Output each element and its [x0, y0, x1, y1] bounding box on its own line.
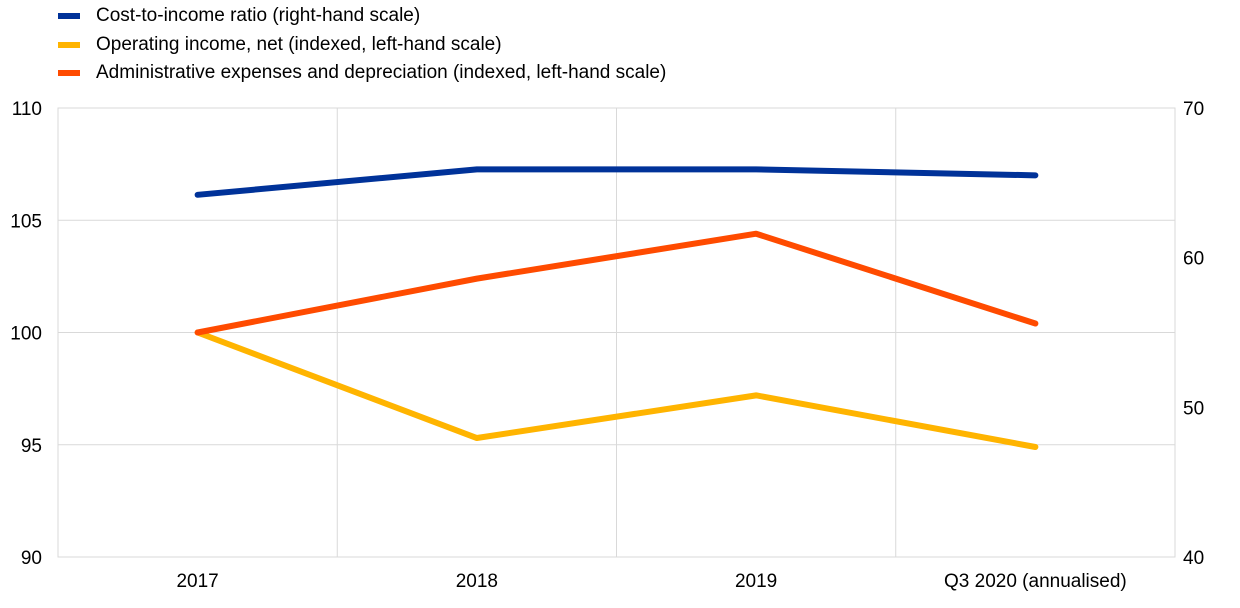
legend-swatch-admin-expenses — [58, 70, 80, 77]
legend-label-operating-income: Operating income, net (indexed, left-han… — [96, 33, 502, 55]
legend-label-cost-to-income: Cost-to-income ratio (right-hand scale) — [96, 5, 421, 27]
series-lines — [194, 166, 1039, 450]
data-point — [197, 332, 199, 333]
y-right-tick-label: 50 — [1183, 398, 1204, 419]
data-point — [755, 168, 757, 170]
x-tick-label: 2018 — [456, 571, 498, 592]
legend-swatch-cost-to-income — [58, 13, 80, 20]
data-point — [476, 168, 478, 170]
legend-item-operating-income: Operating income, net (indexed, left-han… — [58, 31, 666, 60]
data-point — [476, 278, 478, 280]
data-point — [1034, 323, 1036, 325]
y-right-tick-label: 70 — [1183, 99, 1204, 120]
legend-label-admin-expenses: Administrative expenses and depreciation… — [96, 62, 667, 84]
y-right-tick-label: 60 — [1183, 249, 1204, 270]
legend-swatch-operating-income — [58, 41, 80, 48]
data-point — [476, 437, 478, 439]
y-left-tick-label: 90 — [21, 548, 42, 569]
y-left-tick-label: 95 — [21, 436, 42, 457]
y-left-tick-label: 100 — [10, 324, 42, 345]
axes: 90 95 100 105 110 40 50 60 70 2017 2018 2019 Q3 2020… — [10, 99, 1204, 592]
data-point — [1034, 446, 1036, 448]
data-point — [755, 233, 757, 235]
y-right-tick-label: 40 — [1183, 548, 1204, 569]
series-line-0 — [194, 166, 1039, 198]
data-point — [755, 394, 757, 396]
y-left-tick-label: 110 — [12, 99, 42, 120]
data-point — [1034, 174, 1036, 176]
legend-item-admin-expenses: Administrative expenses and depreciation… — [58, 59, 666, 88]
legend: Cost-to-income ratio (right-hand scale) … — [58, 2, 666, 88]
data-point — [197, 194, 199, 196]
x-tick-label: 2017 — [176, 571, 218, 592]
y-left-tick-label: 105 — [10, 211, 42, 232]
legend-item-cost-to-income: Cost-to-income ratio (right-hand scale) — [58, 2, 666, 31]
x-tick-label: 2019 — [735, 571, 777, 592]
series-line-1 — [194, 329, 1039, 450]
x-tick-label: Q3 2020 (annualised) — [944, 571, 1127, 592]
series-line-2 — [194, 230, 1039, 336]
